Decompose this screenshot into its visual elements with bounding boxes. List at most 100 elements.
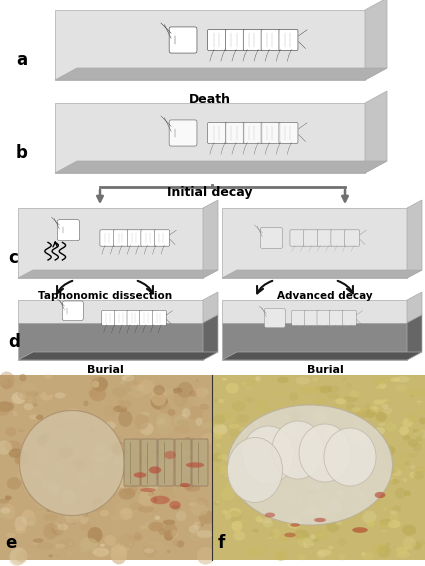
Ellipse shape: [395, 385, 407, 392]
Ellipse shape: [386, 422, 397, 432]
Ellipse shape: [91, 429, 94, 432]
Ellipse shape: [271, 529, 281, 539]
Ellipse shape: [280, 440, 283, 443]
Ellipse shape: [159, 451, 162, 454]
Ellipse shape: [275, 385, 279, 389]
Ellipse shape: [5, 495, 11, 500]
Ellipse shape: [181, 458, 189, 462]
Ellipse shape: [404, 491, 411, 496]
Ellipse shape: [286, 417, 289, 419]
Ellipse shape: [16, 394, 23, 400]
Ellipse shape: [39, 435, 46, 441]
Ellipse shape: [188, 443, 193, 447]
Ellipse shape: [0, 440, 12, 454]
Ellipse shape: [139, 491, 154, 508]
Ellipse shape: [11, 392, 26, 404]
Ellipse shape: [176, 541, 184, 547]
Ellipse shape: [171, 530, 178, 537]
Ellipse shape: [289, 392, 298, 401]
Ellipse shape: [351, 407, 366, 417]
Ellipse shape: [263, 468, 277, 479]
Ellipse shape: [112, 387, 127, 397]
Ellipse shape: [257, 457, 264, 462]
Ellipse shape: [73, 457, 84, 469]
Ellipse shape: [231, 423, 238, 428]
Text: b: b: [16, 144, 28, 162]
Ellipse shape: [79, 543, 88, 553]
Ellipse shape: [342, 490, 348, 495]
Ellipse shape: [255, 399, 270, 413]
Ellipse shape: [362, 551, 374, 560]
Ellipse shape: [280, 495, 291, 500]
Ellipse shape: [216, 443, 221, 447]
Ellipse shape: [218, 454, 229, 460]
Ellipse shape: [90, 376, 99, 380]
Ellipse shape: [75, 460, 89, 472]
Ellipse shape: [46, 392, 51, 395]
Ellipse shape: [128, 543, 132, 546]
Ellipse shape: [18, 429, 25, 432]
Ellipse shape: [265, 512, 275, 517]
Ellipse shape: [372, 543, 385, 555]
FancyBboxPatch shape: [158, 439, 174, 486]
Ellipse shape: [124, 450, 129, 454]
Ellipse shape: [262, 495, 273, 500]
Ellipse shape: [403, 537, 416, 550]
Ellipse shape: [337, 504, 346, 511]
Ellipse shape: [262, 504, 271, 509]
Ellipse shape: [402, 435, 411, 440]
Ellipse shape: [375, 492, 385, 498]
FancyBboxPatch shape: [279, 123, 298, 143]
Ellipse shape: [8, 448, 24, 458]
Ellipse shape: [415, 540, 425, 545]
Ellipse shape: [159, 528, 165, 535]
Ellipse shape: [150, 466, 162, 479]
Polygon shape: [55, 103, 365, 173]
Ellipse shape: [346, 403, 355, 410]
Ellipse shape: [172, 452, 175, 455]
Polygon shape: [18, 300, 203, 323]
Ellipse shape: [1, 378, 12, 389]
Ellipse shape: [20, 410, 125, 516]
Ellipse shape: [312, 538, 319, 542]
Ellipse shape: [26, 396, 33, 402]
Ellipse shape: [304, 539, 313, 544]
Ellipse shape: [413, 429, 419, 432]
Ellipse shape: [310, 452, 324, 462]
Ellipse shape: [277, 376, 289, 383]
FancyBboxPatch shape: [100, 230, 115, 246]
Ellipse shape: [113, 472, 128, 486]
Ellipse shape: [33, 403, 37, 406]
Ellipse shape: [119, 400, 132, 409]
Ellipse shape: [160, 404, 172, 415]
Ellipse shape: [354, 432, 366, 444]
Ellipse shape: [152, 459, 164, 469]
Ellipse shape: [379, 382, 386, 389]
Ellipse shape: [402, 478, 408, 482]
Ellipse shape: [352, 527, 368, 533]
Polygon shape: [222, 352, 422, 360]
Ellipse shape: [130, 384, 144, 391]
Bar: [213, 375, 425, 560]
Polygon shape: [203, 292, 218, 323]
Ellipse shape: [0, 508, 10, 519]
Ellipse shape: [312, 409, 327, 422]
Ellipse shape: [65, 409, 81, 420]
Ellipse shape: [231, 521, 242, 531]
Ellipse shape: [196, 482, 199, 486]
Ellipse shape: [392, 505, 401, 512]
Ellipse shape: [343, 413, 346, 417]
Ellipse shape: [160, 487, 176, 503]
Ellipse shape: [52, 444, 59, 453]
Ellipse shape: [361, 552, 366, 556]
Ellipse shape: [83, 513, 88, 518]
Ellipse shape: [410, 465, 416, 469]
Ellipse shape: [351, 407, 361, 411]
Ellipse shape: [254, 421, 261, 427]
Ellipse shape: [307, 545, 313, 548]
Text: a: a: [17, 51, 28, 69]
Ellipse shape: [225, 474, 232, 477]
Ellipse shape: [61, 489, 75, 501]
Ellipse shape: [163, 524, 178, 538]
Ellipse shape: [311, 483, 322, 490]
